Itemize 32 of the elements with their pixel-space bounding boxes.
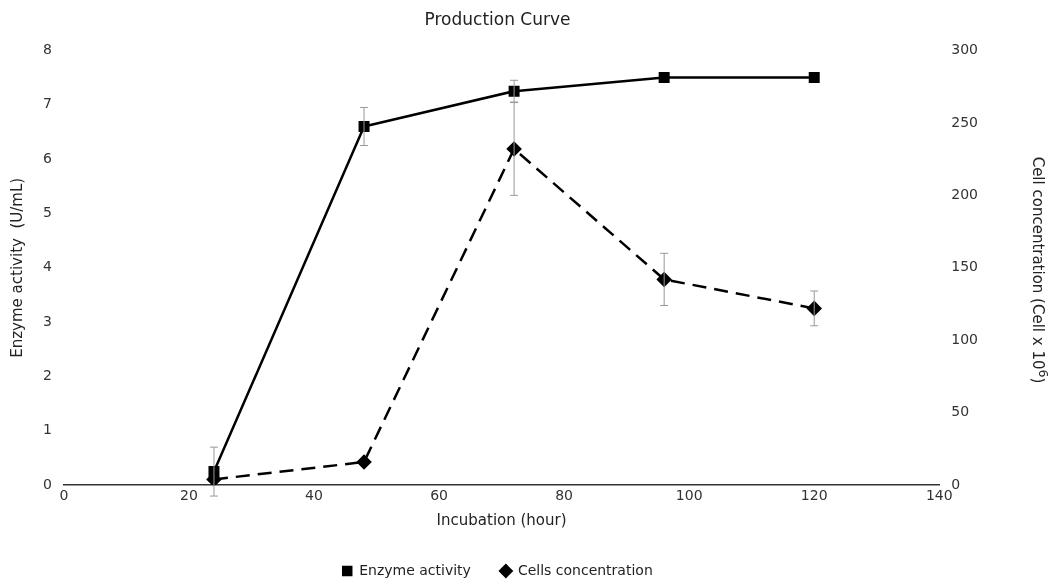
y2-tick-label: 200 bbox=[951, 185, 979, 202]
x-tick-label: 80 bbox=[555, 487, 574, 504]
chart-title: Production Curve bbox=[424, 8, 571, 29]
y2-tick-label: 100 bbox=[951, 330, 979, 347]
x-tick-label: 60 bbox=[430, 487, 448, 504]
x-tick-label: 20 bbox=[180, 487, 198, 504]
y-tick-label: 6 bbox=[42, 149, 52, 166]
y2-tick-label: 0 bbox=[951, 475, 961, 492]
y-tick-label: 4 bbox=[42, 258, 52, 275]
y-tick-label: 8 bbox=[42, 41, 52, 58]
y-tick-label: 5 bbox=[42, 204, 52, 221]
point bbox=[658, 72, 670, 84]
y-tick-label: 0 bbox=[42, 475, 52, 492]
legend-label: Cells concentration bbox=[517, 561, 653, 578]
x-tick-label: 40 bbox=[305, 487, 323, 504]
y2-tick-label: 250 bbox=[951, 113, 979, 130]
x-axis-title: Incubation (hour) bbox=[436, 510, 567, 529]
y2-tick-label: 50 bbox=[951, 403, 970, 420]
x-tick-label: 140 bbox=[925, 487, 953, 504]
legend-label: Enzyme activity bbox=[359, 561, 471, 578]
x-tick-label: 120 bbox=[800, 487, 828, 504]
y-tick-label: 3 bbox=[42, 312, 52, 329]
point bbox=[356, 454, 372, 470]
x-tick-label: 100 bbox=[675, 487, 703, 504]
y-tick-label: 7 bbox=[42, 95, 52, 112]
point bbox=[808, 72, 820, 84]
x-tick-label: 0 bbox=[59, 487, 69, 504]
y2-tick-label: 150 bbox=[951, 258, 979, 275]
y-axis-title: Enzyme activity (U/mL) bbox=[7, 177, 26, 358]
y-tick-label: 1 bbox=[42, 421, 52, 438]
y2-tick-label: 300 bbox=[951, 41, 979, 58]
y-tick-label: 2 bbox=[42, 367, 52, 384]
